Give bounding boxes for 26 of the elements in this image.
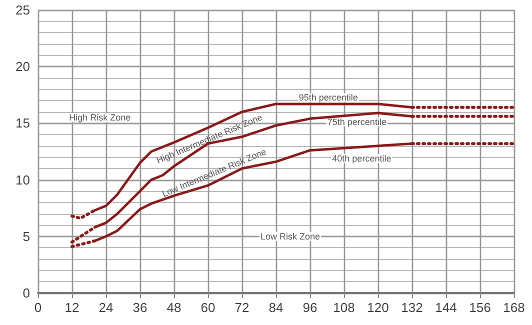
x-tick-label: 108 [333,300,355,315]
y-tick-label: 20 [16,59,30,74]
annotation: 75th percentile [327,116,386,127]
x-tick-label: 36 [132,300,148,315]
annotation: High Risk Zone [69,112,131,123]
x-tick-label: 48 [166,300,182,315]
x-tick-label: 120 [367,300,389,315]
x-tick-label: 168 [503,300,525,315]
x-tick-label: 132 [401,300,423,315]
x-tick-label: 84 [268,300,284,315]
x-tick-label: 12 [64,300,80,315]
x-tick-label: 24 [98,300,114,315]
x-tick-label: 156 [469,300,491,315]
y-tick-label: 25 [16,2,30,18]
y-tick-label: 10 [16,172,30,188]
x-tick-label: 60 [200,300,216,315]
y-tick-label: 5 [22,228,30,244]
annotation: 40th percentile [332,154,392,164]
x-tick-label: 144 [435,300,457,315]
y-tick-label: 0 [22,286,30,300]
annotation: Low Risk Zone [260,231,320,242]
x-tick-label: 72 [234,300,250,315]
x-tick-label: 0 [34,300,42,315]
x-tick-label: 96 [302,300,318,315]
y-tick-label: 15 [16,116,30,131]
annotation: 95th percentile [298,92,358,103]
